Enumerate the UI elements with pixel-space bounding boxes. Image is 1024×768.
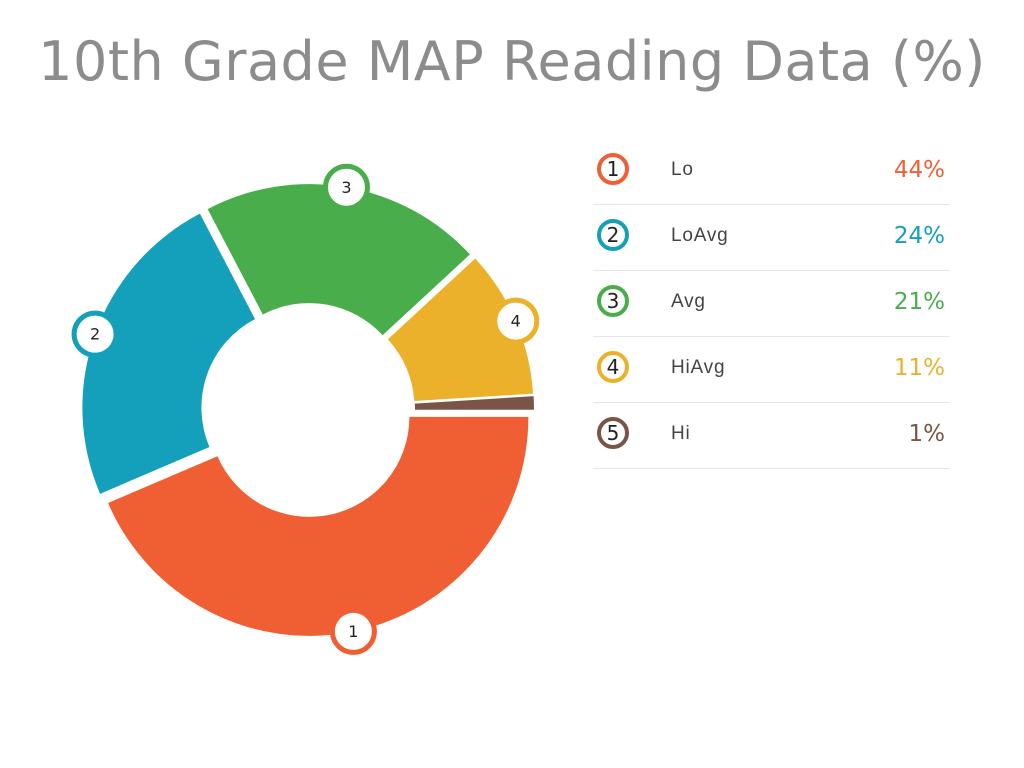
legend-label: LoAvg <box>671 225 729 246</box>
legend-value: 44% <box>893 157 945 183</box>
legend-row-hiavg: 4 HiAvg 11% <box>593 337 949 403</box>
legend-label: Hi <box>671 423 691 444</box>
legend-number-badge: 4 <box>597 351 629 383</box>
donut-slice-lo <box>108 416 529 636</box>
legend-row-loavg: 2 LoAvg 24% <box>593 205 949 271</box>
legend-label: Lo <box>671 159 694 180</box>
legend-row-avg: 3 Avg 21% <box>593 271 949 337</box>
slice-number-1: 1 <box>348 622 358 641</box>
legend-value: 21% <box>893 289 945 315</box>
legend-value: 1% <box>908 421 946 447</box>
legend-value: 11% <box>893 355 945 381</box>
donut-slice-hiavg <box>387 258 534 402</box>
slice-number-2: 2 <box>90 325 100 344</box>
legend-row-hi: 5 Hi 1% <box>593 403 949 469</box>
legend-number-badge: 2 <box>597 219 629 251</box>
donut-slice-hi <box>414 396 534 410</box>
donut-slice-loavg <box>82 213 256 494</box>
donut-slice-avg <box>207 184 470 336</box>
chart-title: 10th Grade MAP Reading Data (%) <box>38 30 986 93</box>
legend-value: 24% <box>893 223 945 249</box>
legend-number-badge: 3 <box>597 285 629 317</box>
legend-number-badge: 1 <box>597 153 629 185</box>
slice-number-4: 4 <box>511 312 521 331</box>
legend: 1 Lo 44% 2 LoAvg 24% 3 Avg 21% 4 HiAvg 11% 5 Hi 1% <box>593 139 949 469</box>
legend-number-badge: 5 <box>597 417 629 449</box>
slice-badge-2: 2 <box>71 310 119 358</box>
slice-badge-4: 4 <box>492 297 540 345</box>
legend-label: HiAvg <box>671 357 726 378</box>
legend-row-lo: 1 Lo 44% <box>593 139 949 205</box>
slice-badge-1: 1 <box>329 607 377 655</box>
legend-label: Avg <box>671 291 706 312</box>
donut-chart: 1 2 3 4 <box>71 163 540 655</box>
slice-number-3: 3 <box>341 178 351 197</box>
slice-badge-3: 3 <box>322 163 370 211</box>
